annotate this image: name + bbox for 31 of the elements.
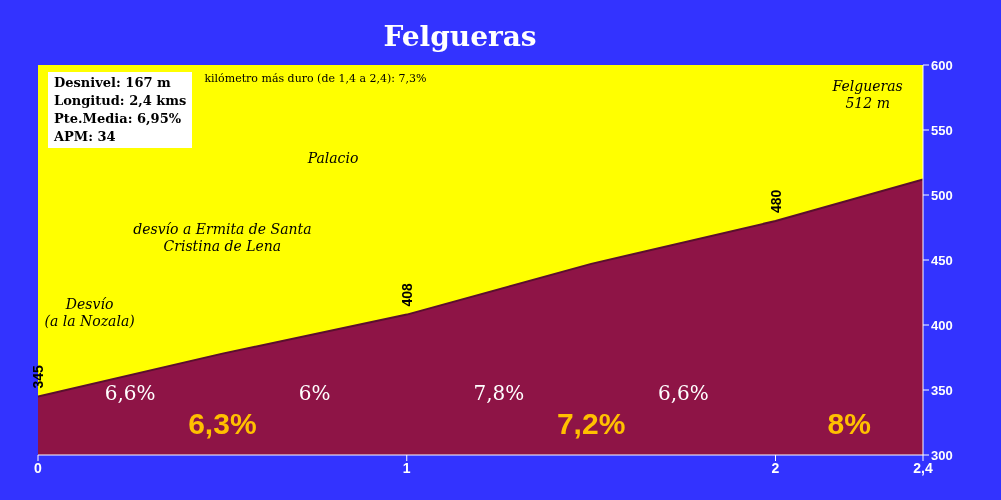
y-tick-label: 450 bbox=[931, 252, 953, 268]
annotation: 7,2% bbox=[556, 407, 626, 441]
data-label: 408 bbox=[398, 283, 415, 307]
x-tick-label: 2 bbox=[771, 459, 780, 476]
y-tick-label: 500 bbox=[931, 187, 953, 203]
y-tick-label: 600 bbox=[931, 57, 953, 73]
y-tick-label: 400 bbox=[931, 317, 953, 333]
y-tick-label: 350 bbox=[931, 382, 953, 398]
annotation: Longitud: 2,4 kms bbox=[54, 92, 187, 110]
annotation: desvío a Ermita de Santa Cristina de Lena bbox=[133, 221, 312, 254]
annotation: Palacio bbox=[306, 149, 359, 166]
data-label: 345 bbox=[30, 364, 46, 389]
y-tick-label: 300 bbox=[931, 447, 953, 463]
annotation: Desnivel: 167 m bbox=[54, 74, 172, 92]
data-label: 480 bbox=[767, 189, 784, 213]
annotation: 6% bbox=[298, 381, 331, 406]
annotation: APM: 34 bbox=[54, 128, 117, 146]
annotation: Felgueras 512 m bbox=[831, 78, 903, 111]
chart-title: Felgueras bbox=[382, 20, 538, 53]
x-tick-label: 1 bbox=[402, 459, 411, 476]
annotation: 7,8% bbox=[473, 381, 525, 406]
annotation: 8% bbox=[827, 407, 871, 441]
annotation: Pte.Media: 6,95% bbox=[54, 110, 183, 128]
annotation: kilómetro más duro (de 1,4 a 2,4): 7,3% bbox=[204, 72, 427, 85]
y-tick-label: 550 bbox=[931, 122, 953, 138]
annotation: 6,3% bbox=[188, 407, 257, 441]
annotation: 6,6% bbox=[104, 381, 156, 406]
annotation: 6,6% bbox=[657, 381, 709, 406]
x-tick-label: 0 bbox=[34, 459, 43, 476]
x-tick-label: 2,4 bbox=[913, 459, 933, 476]
annotation: Desvío (a la Nozala) bbox=[44, 296, 135, 330]
